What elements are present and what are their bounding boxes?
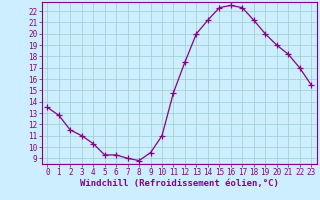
X-axis label: Windchill (Refroidissement éolien,°C): Windchill (Refroidissement éolien,°C) (80, 179, 279, 188)
